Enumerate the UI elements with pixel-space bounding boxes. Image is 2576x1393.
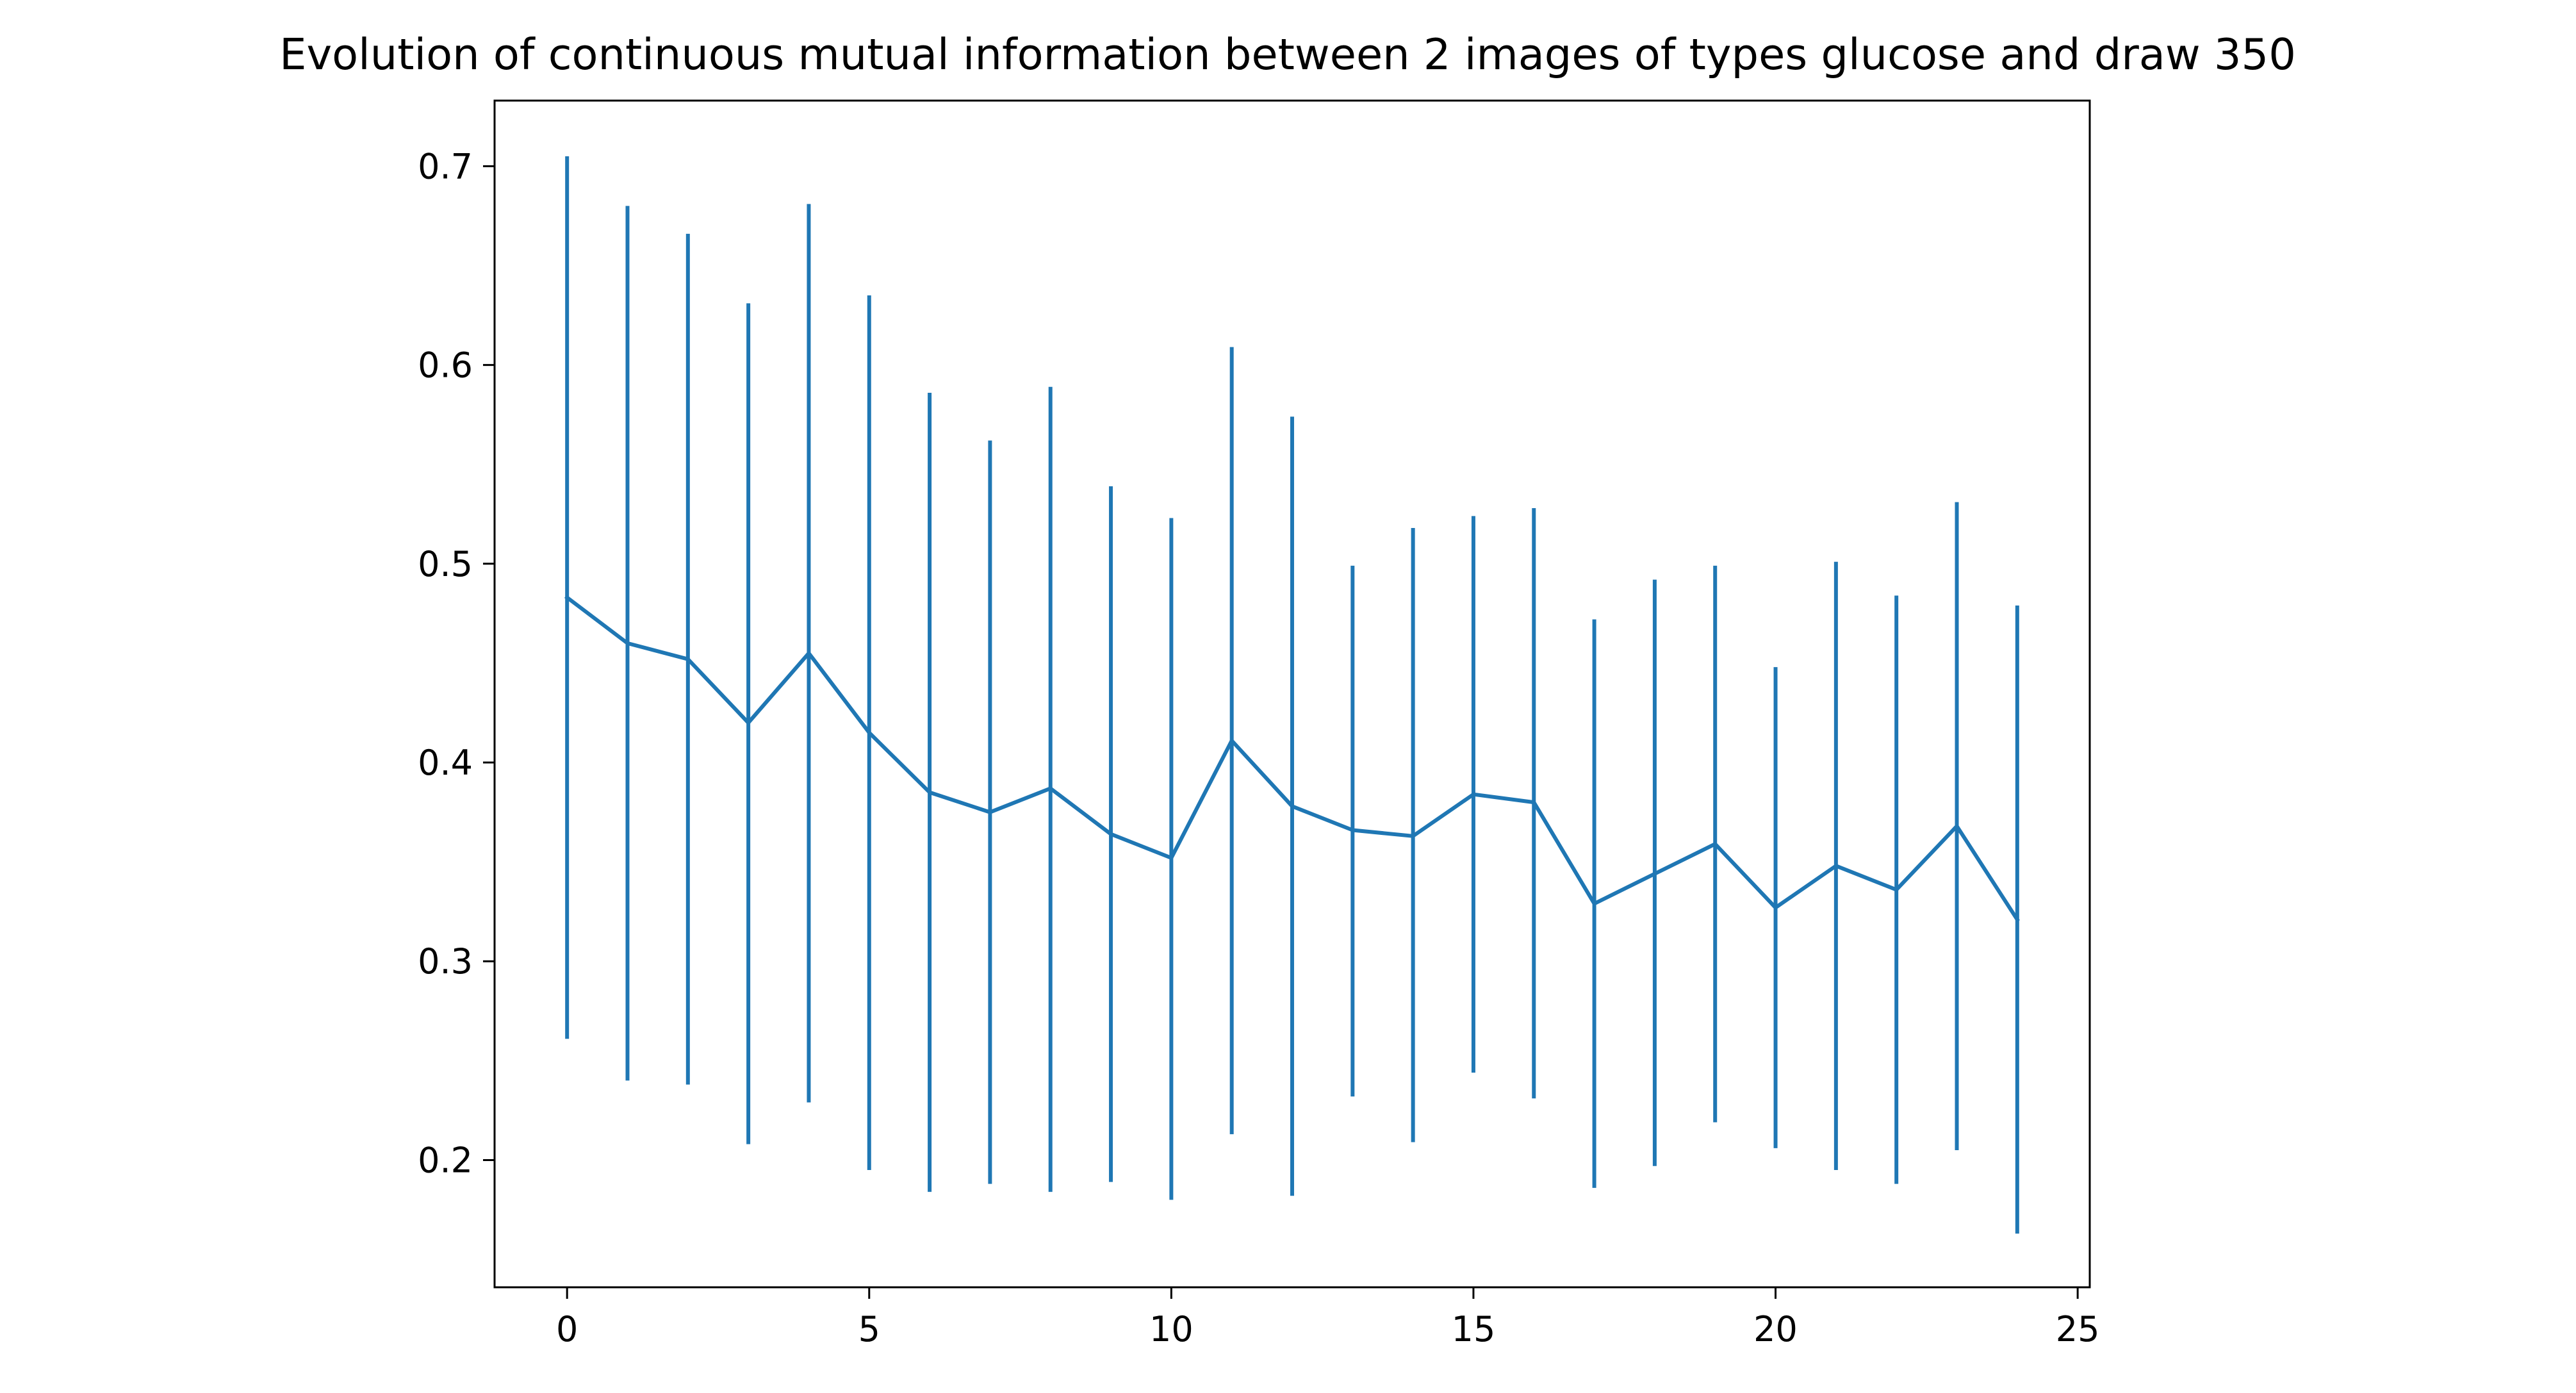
chart-title: Evolution of continuous mutual informati…: [279, 29, 2296, 79]
x-tick-label: 25: [2056, 1309, 2100, 1349]
series-line: [564, 595, 2020, 923]
y-tick-label: 0.7: [418, 146, 473, 186]
plot-area: 0 5 10 15 20 25 0.2 0.3 0.4 0.5 0.6 0.7: [418, 99, 2100, 1349]
y-tick-label: 0.3: [418, 941, 473, 982]
axes-frame: [493, 99, 2091, 1289]
x-tick-label: 20: [1753, 1309, 1798, 1349]
y-tick-label: 0.6: [418, 345, 473, 386]
x-tick-label: 15: [1452, 1309, 1496, 1349]
y-tick-label: 0.4: [418, 743, 473, 783]
x-tick-label: 5: [858, 1309, 880, 1349]
y-tick-label: 0.2: [418, 1140, 473, 1180]
x-tick-label: 0: [556, 1309, 578, 1349]
y-tick-label: 0.5: [418, 544, 473, 584]
x-tick-label: 10: [1149, 1309, 1194, 1349]
